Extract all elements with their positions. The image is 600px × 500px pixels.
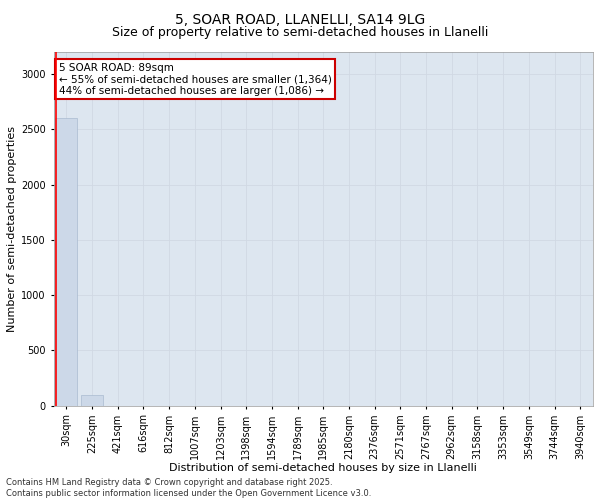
- Bar: [55, 118, 77, 406]
- Text: Contains HM Land Registry data © Crown copyright and database right 2025.
Contai: Contains HM Land Registry data © Crown c…: [6, 478, 371, 498]
- Text: 5 SOAR ROAD: 89sqm
← 55% of semi-detached houses are smaller (1,364)
44% of semi: 5 SOAR ROAD: 89sqm ← 55% of semi-detache…: [59, 62, 332, 96]
- X-axis label: Distribution of semi-detached houses by size in Llanelli: Distribution of semi-detached houses by …: [169, 463, 477, 473]
- Y-axis label: Number of semi-detached properties: Number of semi-detached properties: [7, 126, 17, 332]
- Text: 5, SOAR ROAD, LLANELLI, SA14 9LG: 5, SOAR ROAD, LLANELLI, SA14 9LG: [175, 12, 425, 26]
- Bar: [81, 394, 103, 406]
- Text: Size of property relative to semi-detached houses in Llanelli: Size of property relative to semi-detach…: [112, 26, 488, 39]
